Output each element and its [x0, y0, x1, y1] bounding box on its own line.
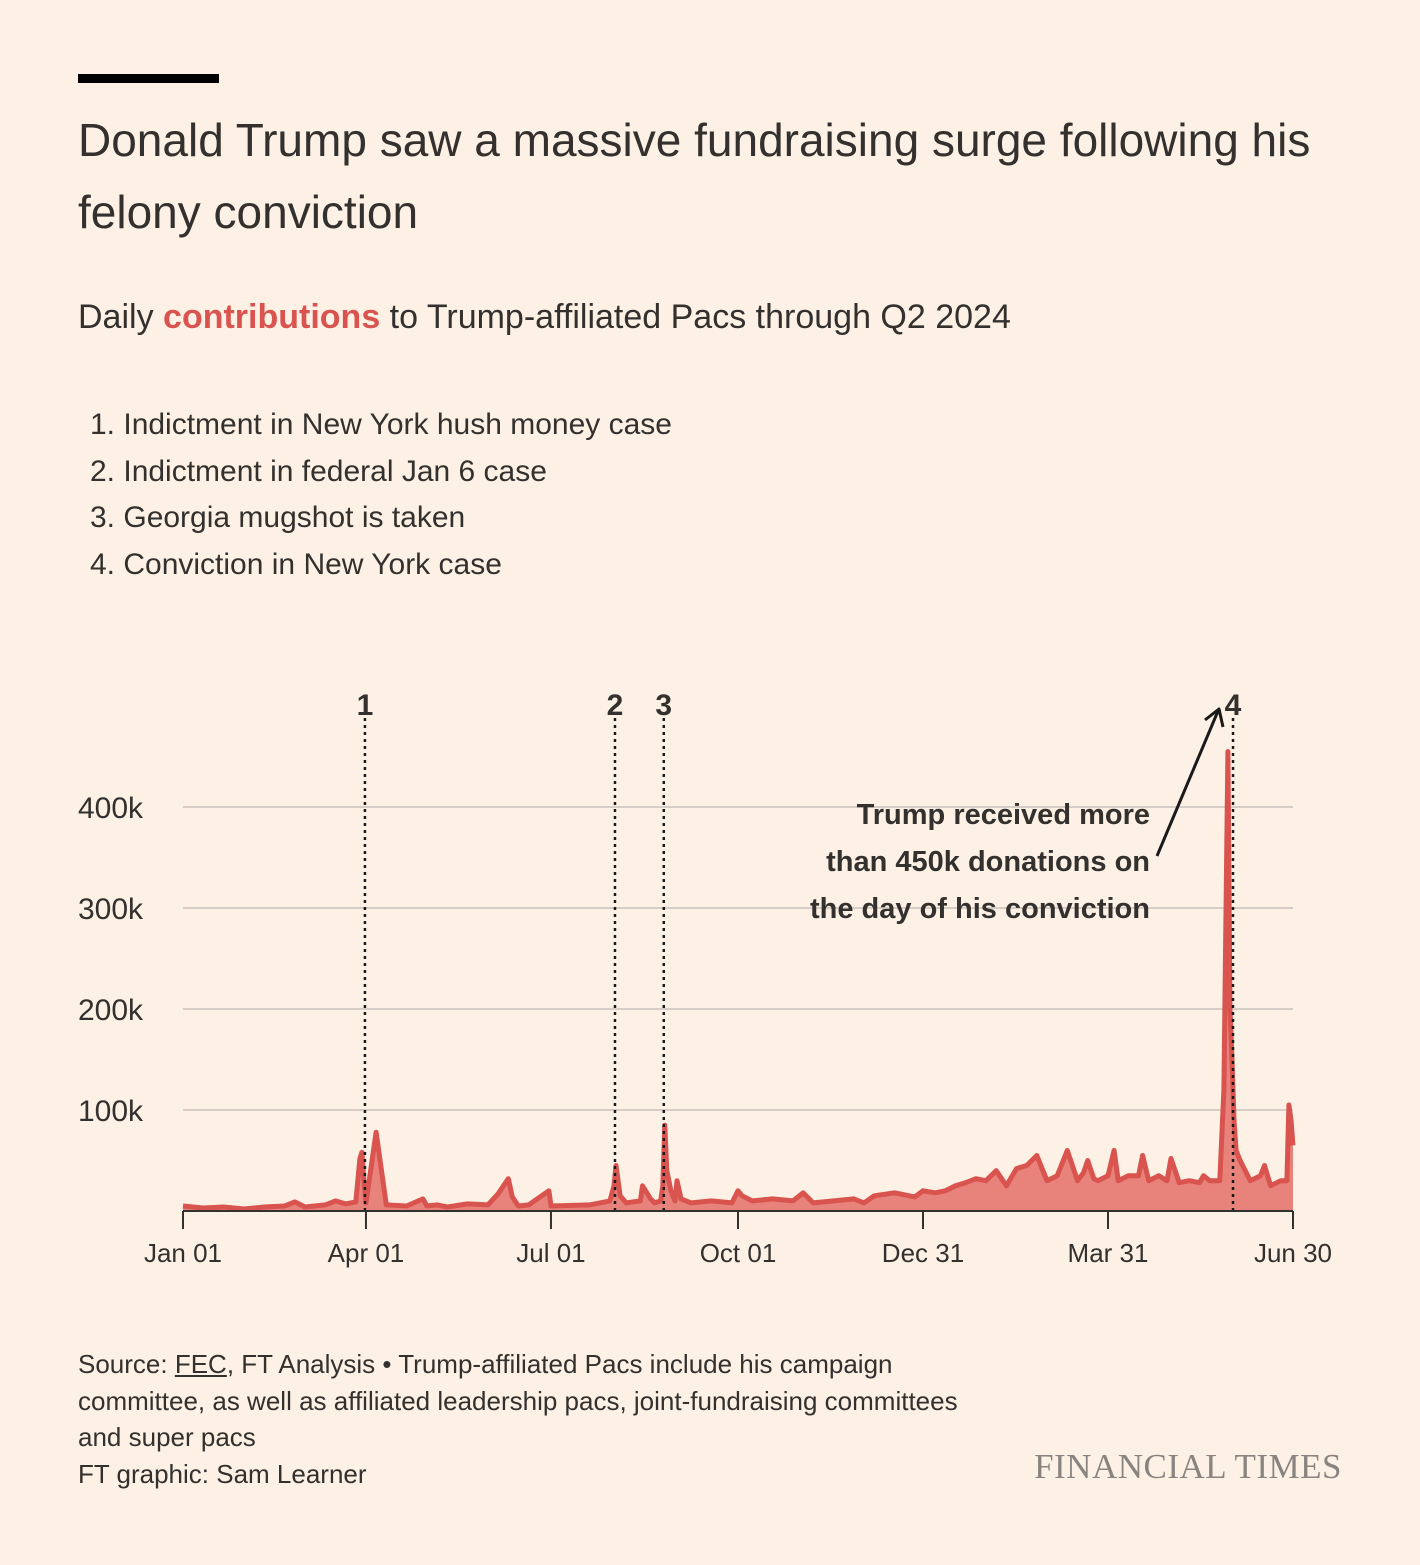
annotation-line: than 450k donations on — [826, 846, 1150, 878]
series-line — [182, 749, 1296, 1212]
x-tick-label: Jun 30 — [1254, 1238, 1332, 1268]
x-axis: Jan 01 Apr 01 Jul 01 Oct 01 Dec 31 Mar 31 Jun … — [144, 1210, 1332, 1268]
x-tick-label: Apr 01 — [328, 1238, 405, 1268]
subtitle-highlight: contributions — [163, 298, 381, 336]
x-tick-label: Jul 01 — [516, 1238, 585, 1268]
conviction-annotation: Trump received more than 450k donations … — [810, 707, 1225, 925]
source-link-fec[interactable]: FEC — [174, 1349, 227, 1379]
gridlines: 100k 200k 300k 400k — [78, 792, 1293, 1128]
source-label: Source: — [78, 1349, 175, 1379]
x-tick-label: Mar 31 — [1068, 1238, 1149, 1268]
subtitle-suffix: to Trump-affiliated Pacs through Q2 2024 — [380, 298, 1011, 336]
annotation-line: Trump received more — [857, 799, 1150, 831]
event-marker-label: 1 — [357, 689, 374, 722]
y-tick-label: 400k — [78, 792, 144, 825]
series-area — [182, 749, 1296, 1212]
ft-logo: FINANCIAL TIMES — [1034, 1447, 1342, 1486]
event-item: 3. Georgia mugshot is taken — [90, 501, 466, 535]
y-tick-label: 100k — [78, 1095, 144, 1128]
chart-subtitle: Daily contributions to Trump-affiliated … — [78, 294, 1011, 340]
event-marker-label: 3 — [655, 689, 672, 722]
annotation-arrow-head — [1204, 707, 1225, 728]
chart-title: Donald Trump saw a massive fundraising s… — [78, 114, 1311, 238]
x-tick-label: Jan 01 — [144, 1238, 222, 1268]
event-list: 1. Indictment in New York hush money cas… — [90, 402, 672, 589]
source-description: , FT Analysis • Trump-affiliated Pacs in… — [78, 1349, 958, 1452]
event-marker-label: 2 — [607, 689, 624, 722]
annotation-arrow-line — [1155, 710, 1220, 857]
header-accent-bar — [78, 74, 219, 83]
event-item: 2. Indictment in federal Jan 6 case — [90, 454, 547, 488]
event-item: 4. Conviction in New York case — [90, 548, 502, 582]
source-note: Source: FEC, FT Analysis • Trump-affilia… — [78, 1346, 978, 1456]
event-item: 1. Indictment in New York hush money cas… — [90, 408, 672, 441]
graphic-credit: FT graphic: Sam Learner — [78, 1458, 367, 1489]
y-tick-label: 200k — [78, 994, 144, 1027]
annotation-line: the day of his conviction — [810, 893, 1150, 925]
y-tick-label: 300k — [78, 893, 144, 926]
event-marker-label: 4 — [1225, 689, 1242, 722]
x-tick-label: Dec 31 — [882, 1238, 964, 1268]
subtitle-prefix: Daily — [78, 298, 164, 336]
x-tick-label: Oct 01 — [700, 1238, 777, 1268]
chart-footer: Source: FEC, FT Analysis • Trump-affilia… — [78, 1346, 978, 1492]
